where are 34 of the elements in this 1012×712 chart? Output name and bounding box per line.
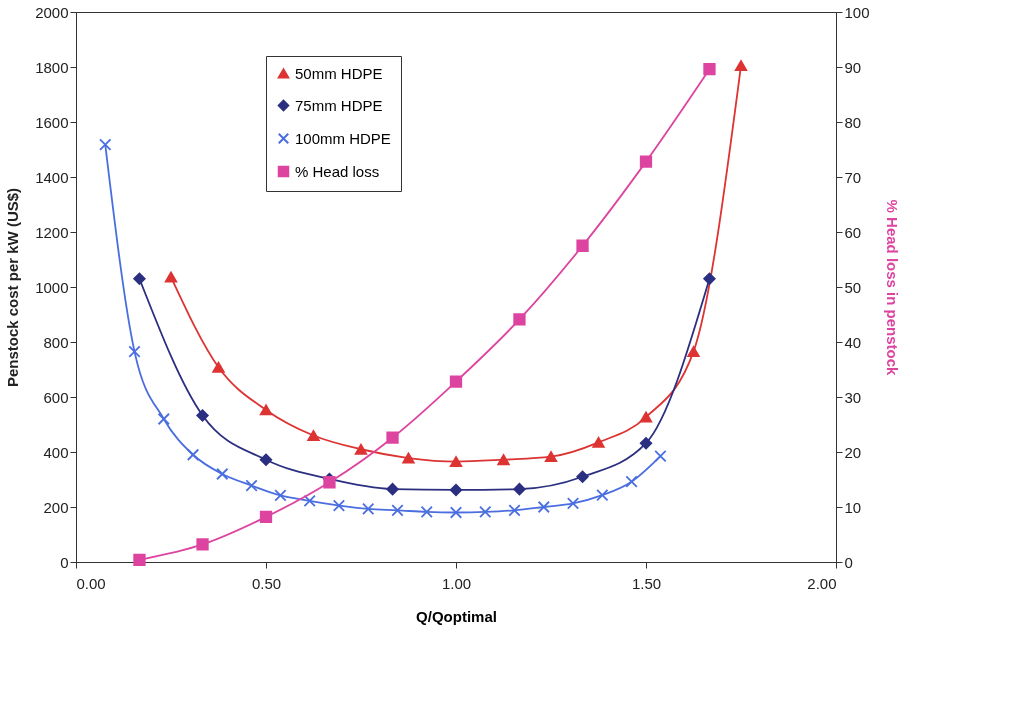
y2-tick-label: 70 <box>844 168 862 186</box>
y-tick-label: 2000 <box>35 3 69 21</box>
x-tick-label: 0.00 <box>76 574 106 592</box>
x-tick-label: 2.00 <box>807 574 837 592</box>
y-tick-label: 800 <box>43 333 69 351</box>
y2-tick-label: 0 <box>844 553 853 571</box>
y-tick-label: 0 <box>60 553 69 571</box>
y2-axis-title: % Head loss in penstock <box>883 199 901 377</box>
y-tick-label: 600 <box>43 388 69 406</box>
y2-tick-label: 50 <box>844 278 862 296</box>
y2-tick-label: 60 <box>844 223 862 241</box>
y2-tick-label: 100 <box>844 3 870 21</box>
x-tick-label: 1.00 <box>441 574 472 592</box>
y2-tick-label: 10 <box>844 498 862 516</box>
y2-tick-label: 80 <box>844 113 862 131</box>
y-tick-label: 1800 <box>35 58 69 76</box>
y-tick-label: 1000 <box>35 278 69 296</box>
y2-tick-label: 40 <box>844 333 862 351</box>
legend-label: 100mm HDPE <box>295 129 391 147</box>
y2-tick-label: 20 <box>844 443 862 461</box>
x-tick-label: 1.50 <box>631 574 662 592</box>
y-tick-label: 400 <box>43 443 69 461</box>
x-tick-label: 0.50 <box>251 574 282 592</box>
y-tick-label: 1400 <box>35 168 69 186</box>
y-tick-label: 1200 <box>35 223 69 241</box>
y2-tick-label: 30 <box>844 388 862 406</box>
legend-label: 50mm HDPE <box>295 64 383 82</box>
y-tick-label: 1600 <box>35 113 69 131</box>
y2-tick-label: 90 <box>844 58 862 76</box>
legend-label: % Head loss <box>295 162 380 180</box>
y-axis-title: Penstock cost per kW (US$) <box>4 187 22 388</box>
y-tick-label: 200 <box>43 498 69 516</box>
x-axis-title: Q/Qoptimal <box>416 607 497 625</box>
legend-label: 75mm HDPE <box>295 96 383 114</box>
